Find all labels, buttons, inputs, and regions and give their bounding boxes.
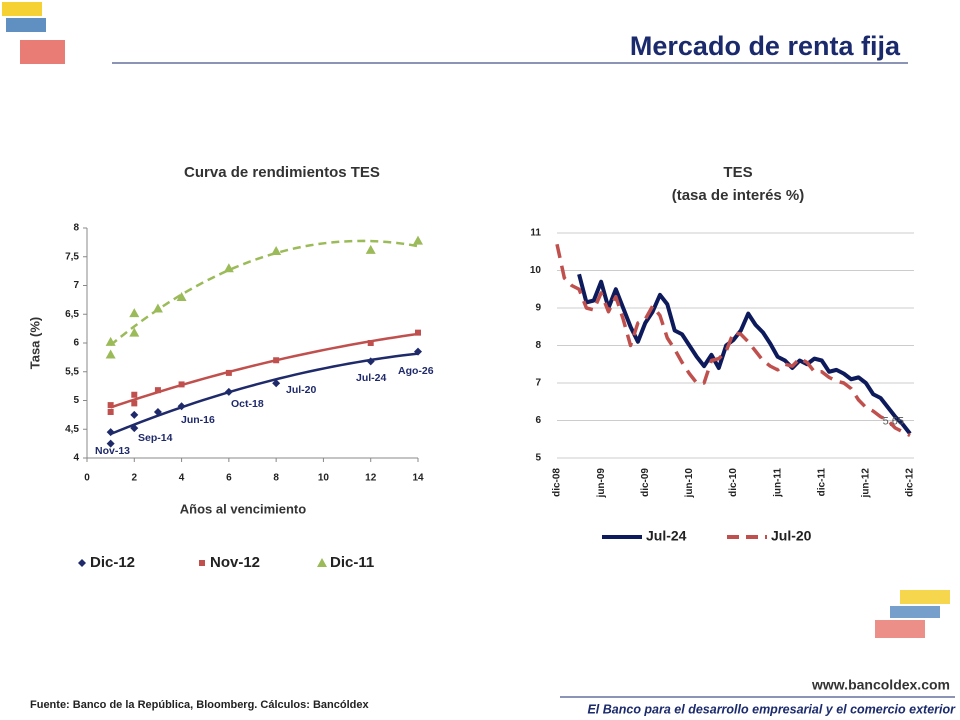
chart-title: TES [723,164,752,181]
page-title: Mercado de renta fija [630,31,901,61]
x-tick-label: dic-11 [816,468,827,497]
marker [273,357,280,364]
x-tick-label: dic-08 [552,468,563,497]
marker [107,409,114,415]
x-tick-label: jun-10 [684,468,695,499]
slogan: El Banco para el desarrollo empresarial … [587,702,956,716]
legend-label: Dic-12 [90,554,135,571]
marker [272,379,281,388]
annotation: Oct-18 [231,398,264,410]
x-tick-label: 14 [412,473,424,484]
marker [106,428,115,437]
y-tick-label: 8 [73,223,79,234]
marker [413,235,423,245]
logo [2,2,950,638]
marker [130,410,139,419]
y-axis-label: Tasa (%) [27,317,42,370]
annotation: Jun-16 [181,414,215,426]
trendline [110,352,419,436]
legend-marker [317,558,327,567]
marker [105,336,116,346]
y-tick-label: 6,5 [65,309,79,320]
marker [130,424,139,433]
y-tick-label: 7 [73,280,79,291]
annotation: Ago-26 [398,365,434,377]
y-tick-label: 6 [73,338,79,349]
series-line [555,243,911,438]
x-tick-label: dic-12 [905,468,916,497]
marker [225,369,232,376]
x-tick-label: 4 [179,473,185,484]
chart-subtitle: (tasa de interés %) [672,187,805,204]
y-tick-label: 5,5 [65,366,79,377]
annotation: Sep-14 [138,432,173,444]
legend-marker [78,559,86,567]
x-tick-label: jun-12 [861,468,872,499]
y-tick-label: 9 [535,303,541,314]
series-line [577,273,912,435]
legend-marker [199,560,205,566]
marker [105,349,116,359]
y-tick-label: 8 [535,340,541,351]
marker [365,244,376,254]
marker [106,439,115,448]
marker [107,402,114,409]
legend-label: Dic-11 [330,554,374,571]
legend-label: Nov-12 [210,554,260,571]
value-label: 5,65 [883,416,904,428]
x-tick-label: jun-11 [772,468,783,498]
y-tick-label: 7 [535,378,541,389]
marker [152,303,163,313]
annotation: Jul-20 [286,384,317,396]
annotation: Jul-24 [356,372,387,384]
marker [224,387,233,396]
marker [271,246,282,255]
marker [177,402,186,411]
marker [414,347,422,356]
marker [129,327,140,337]
x-tick-label: dic-10 [728,468,739,497]
marker [367,340,374,346]
marker [223,263,234,273]
source: Fuente: Banco de la República, Bloomberg… [30,699,369,711]
y-tick-label: 4 [73,453,79,464]
legend-label: Jul-24 [646,528,687,544]
marker [131,391,138,398]
marker [415,329,421,336]
trendline [110,332,419,409]
marker [129,308,140,318]
y-tick-label: 10 [530,265,542,276]
marker [366,357,375,366]
y-tick-label: 6 [535,415,541,426]
y-tick-label: 5 [73,395,79,406]
y-tick-label: 11 [530,228,541,239]
marker [154,387,161,394]
marker [178,381,185,388]
x-tick-label: 2 [132,473,138,484]
chart-title: Curva de rendimientos TES [184,164,380,181]
x-tick-label: 6 [226,473,232,484]
x-tick-label: 8 [273,473,279,484]
x-tick-label: dic-09 [640,468,651,497]
x-axis-label: Años al vencimiento [180,501,306,516]
url: www.bancoldex.com [811,677,950,693]
annotation: Nov-13 [95,445,130,457]
y-tick-label: 5 [535,453,541,464]
legend-label: Jul-20 [771,528,812,544]
trendline [109,239,419,347]
x-tick-label: jun-09 [596,468,607,499]
marker [131,400,138,407]
marker [176,292,187,301]
y-tick-label: 7,5 [65,251,79,262]
x-tick-label: 12 [365,473,377,484]
marker [153,408,162,416]
x-tick-label: 10 [318,473,330,484]
x-tick-label: 0 [84,473,90,484]
y-tick-label: 4,5 [65,424,79,435]
